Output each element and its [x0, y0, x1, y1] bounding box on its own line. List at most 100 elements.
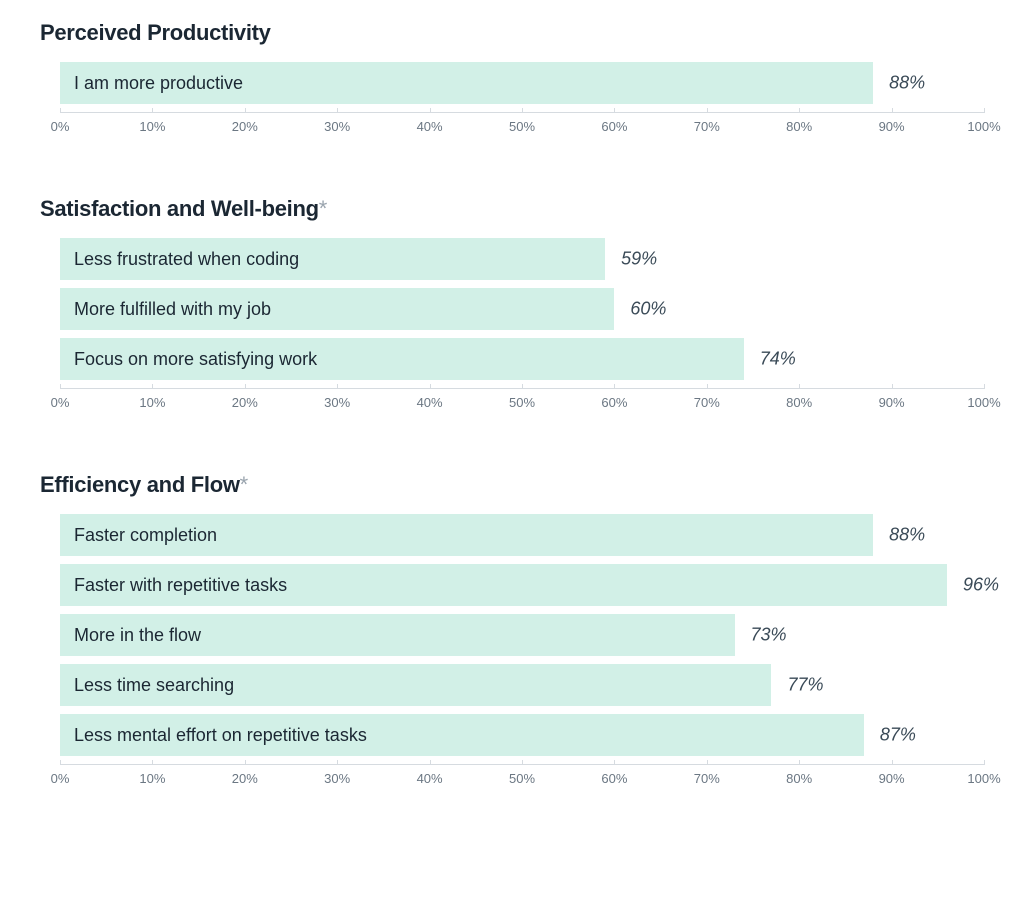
asterisk-icon: * [240, 472, 248, 497]
bar-fill: Less frustrated when coding [60, 238, 605, 280]
chart-section: Perceived Productivity I am more producti… [40, 20, 984, 140]
axis-tick-label: 60% [601, 771, 627, 786]
bar-label: Less mental effort on repetitive tasks [74, 725, 367, 746]
bar-value: 59% [621, 249, 657, 270]
bar-fill: More in the flow [60, 614, 735, 656]
axis-tick-label: 20% [232, 395, 258, 410]
chart-section: Satisfaction and Well-being* Less frustra… [40, 196, 984, 416]
bar-label: Less frustrated when coding [74, 249, 299, 270]
axis-tick-label: 20% [232, 119, 258, 134]
bar-value: 77% [787, 675, 823, 696]
axis-tick [245, 384, 246, 389]
axis-tick-label: 0% [51, 395, 70, 410]
axis-tick-label: 60% [601, 119, 627, 134]
axis-tick [337, 108, 338, 113]
axis-tick [430, 384, 431, 389]
axis-tick-label: 100% [967, 771, 1000, 786]
axis-tick-label: 70% [694, 395, 720, 410]
axis-tick-label: 0% [51, 119, 70, 134]
axis-tick [430, 760, 431, 765]
bars-container: Less frustrated when coding 59% More fulfi… [40, 238, 984, 380]
axis-tick [892, 108, 893, 113]
bar-row: I am more productive 88% [60, 62, 984, 104]
axis-tick-label: 10% [139, 395, 165, 410]
x-axis: 0%10%20%30%40%50%60%70%80%90%100% [60, 764, 984, 792]
bar-fill: More fulfilled with my job [60, 288, 614, 330]
bar-value: 88% [889, 73, 925, 94]
axis-tick [522, 108, 523, 113]
axis-tick [430, 108, 431, 113]
axis-tick [799, 108, 800, 113]
bar-row: More in the flow73% [60, 614, 984, 656]
axis-tick-label: 40% [417, 771, 443, 786]
axis-tick-label: 30% [324, 119, 350, 134]
section-title-text: Perceived Productivity [40, 20, 271, 45]
axis-tick-label: 50% [509, 771, 535, 786]
axis-tick [799, 384, 800, 389]
axis-tick [245, 760, 246, 765]
bar-value: 60% [630, 299, 666, 320]
axis-tick-label: 10% [139, 771, 165, 786]
axis-tick [152, 760, 153, 765]
bar-row: Faster completion 88% [60, 514, 984, 556]
axis-tick-label: 100% [967, 119, 1000, 134]
axis-tick-label: 60% [601, 395, 627, 410]
axis-tick [707, 108, 708, 113]
axis-tick-label: 30% [324, 771, 350, 786]
axis-tick-label: 50% [509, 119, 535, 134]
bar-label: I am more productive [74, 73, 243, 94]
bar-row: Less frustrated when coding 59% [60, 238, 984, 280]
bars-container: I am more productive 88% [40, 62, 984, 104]
axis-tick-label: 10% [139, 119, 165, 134]
section-title: Perceived Productivity [40, 20, 984, 46]
bar-row: Less time searching 77% [60, 664, 984, 706]
axis-tick [152, 384, 153, 389]
axis-tick [152, 108, 153, 113]
section-title: Satisfaction and Well-being* [40, 196, 984, 222]
bar-label: More in the flow [74, 625, 201, 646]
axis-tick [522, 384, 523, 389]
x-axis: 0%10%20%30%40%50%60%70%80%90%100% [60, 112, 984, 140]
axis-tick [892, 384, 893, 389]
axis-tick [892, 760, 893, 765]
axis-tick [614, 384, 615, 389]
axis-tick-label: 40% [417, 395, 443, 410]
bar-fill: Less time searching [60, 664, 771, 706]
axis-tick-label: 80% [786, 395, 812, 410]
axis-tick [984, 108, 985, 113]
bar-value: 74% [760, 349, 796, 370]
axis-tick-label: 90% [879, 395, 905, 410]
axis-tick-label: 40% [417, 119, 443, 134]
axis-tick [707, 384, 708, 389]
axis-tick [337, 760, 338, 765]
axis-tick [799, 760, 800, 765]
axis-tick-label: 20% [232, 771, 258, 786]
bar-fill: Focus on more satisfying work [60, 338, 744, 380]
axis-tick-label: 100% [967, 395, 1000, 410]
bar-row: Less mental effort on repetitive tasks87… [60, 714, 984, 756]
axis-tick-label: 30% [324, 395, 350, 410]
bar-label: More fulfilled with my job [74, 299, 271, 320]
bars-container: Faster completion 88% Faster with repetiti… [40, 514, 984, 756]
axis-tick [984, 760, 985, 765]
axis-tick-label: 70% [694, 119, 720, 134]
bar-fill: I am more productive [60, 62, 873, 104]
axis-tick [522, 760, 523, 765]
bar-row: More fulfilled with my job 60% [60, 288, 984, 330]
bar-label: Less time searching [74, 675, 234, 696]
axis-tick-label: 70% [694, 771, 720, 786]
section-title: Efficiency and Flow* [40, 472, 984, 498]
section-title-text: Satisfaction and Well-being [40, 196, 319, 221]
bar-fill: Faster with repetitive tasks [60, 564, 947, 606]
axis-tick [60, 760, 61, 765]
section-title-text: Efficiency and Flow [40, 472, 240, 497]
bar-value: 88% [889, 525, 925, 546]
axis-tick [984, 384, 985, 389]
axis-tick [337, 384, 338, 389]
bar-label: Faster completion [74, 525, 217, 546]
axis-tick [60, 384, 61, 389]
axis-tick [614, 108, 615, 113]
bar-row: Focus on more satisfying work 74% [60, 338, 984, 380]
bar-fill: Less mental effort on repetitive tasks [60, 714, 864, 756]
axis-tick [614, 760, 615, 765]
